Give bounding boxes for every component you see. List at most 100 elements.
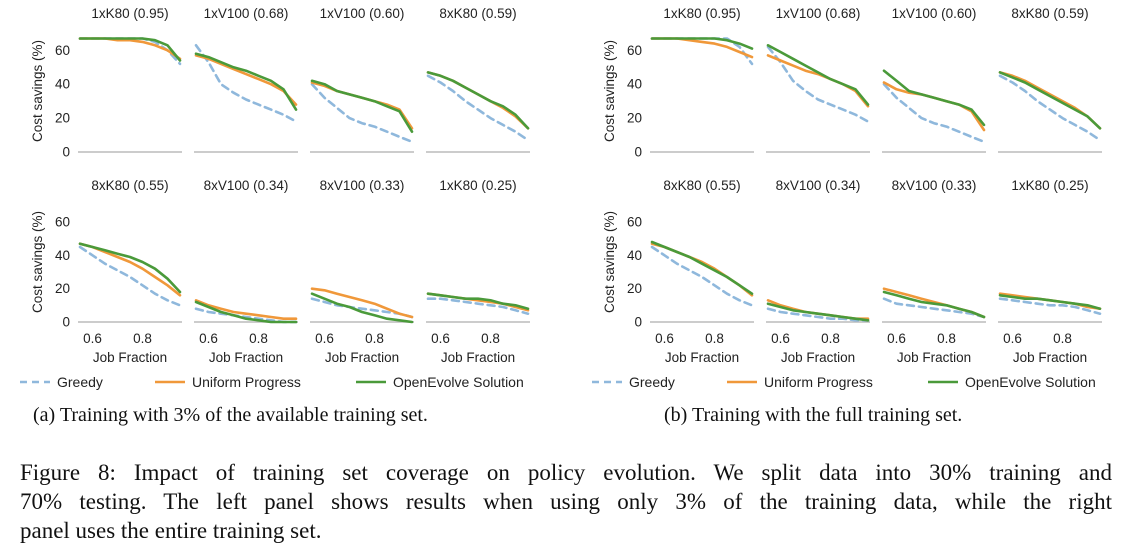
subplot-b-7: 8xV100 (0.33) 0.6 0.8 Job Fraction — [882, 178, 986, 365]
x-tick-label: 0.8 — [1053, 331, 1072, 346]
x-tick-label: 0.8 — [705, 331, 724, 346]
series-uniform-progress — [78, 37, 182, 61]
series-openevolve-solution — [426, 71, 530, 130]
x-tick-label: 0.8 — [937, 331, 956, 346]
subplot-a-5: 8xK80 (0.55) 0 20 40 60 Cost savings (%) 0.6 0.… — [30, 178, 182, 365]
subplot-title: 1xK80 (0.25) — [1011, 178, 1088, 193]
subplot-title: 8xK80 (0.59) — [439, 6, 516, 21]
x-axis-label: Job Fraction — [781, 350, 855, 365]
legend-label-openevolve-solution: OpenEvolve Solution — [965, 374, 1096, 390]
legend-label-uniform-progress: Uniform Progress — [192, 374, 301, 390]
series-uniform-progress — [194, 54, 298, 106]
x-axis-label: Job Fraction — [93, 350, 167, 365]
x-axis-label: Job Fraction — [1013, 350, 1087, 365]
series-greedy — [766, 45, 870, 123]
series-greedy — [426, 74, 530, 142]
subplot-title: 1xV100 (0.68) — [204, 6, 289, 21]
series-greedy — [78, 245, 182, 307]
y-tick-label: 0 — [634, 145, 642, 160]
series-openevolve-solution — [310, 79, 414, 133]
panel-b: 1xK80 (0.95) 0 20 40 60 Cost savings (%) 1xV10… — [592, 6, 1102, 390]
series-greedy — [998, 74, 1102, 142]
series-greedy — [426, 297, 530, 316]
subplot-title: 8xK80 (0.55) — [663, 178, 740, 193]
subplot-b-5: 8xK80 (0.55) 0 20 40 60 Cost savings (%) 0.6 0.… — [602, 178, 754, 365]
series-openevolve-solution — [194, 52, 298, 111]
figure-charts: 1xK80 (0.95) 0 20 40 60 Cost savings (%) 1xV10… — [20, 6, 1102, 390]
y-axis-label: Cost savings (%) — [30, 40, 45, 142]
subplot-title: 8xV100 (0.33) — [892, 178, 977, 193]
figure-caption-line-1: Figure 8: Impact of training set coverag… — [20, 460, 1112, 485]
series-openevolve-solution — [766, 43, 870, 106]
y-axis-label: Cost savings (%) — [602, 40, 617, 142]
y-tick-label: 0 — [62, 315, 70, 330]
series-openevolve-solution — [78, 37, 182, 62]
series-openevolve-solution — [310, 292, 414, 324]
y-tick-label: 60 — [55, 215, 70, 230]
y-tick-label: 40 — [627, 77, 642, 92]
y-axis-label: Cost savings (%) — [30, 211, 45, 313]
series-greedy — [194, 43, 298, 123]
y-tick-label: 40 — [55, 77, 70, 92]
series-uniform-progress — [650, 242, 754, 297]
series-greedy — [78, 37, 182, 66]
x-tick-label: 0.8 — [249, 331, 268, 346]
subplot-b-8: 1xK80 (0.25) 0.6 0.8 Job Fraction — [998, 178, 1102, 365]
series-uniform-progress — [310, 81, 414, 130]
y-tick-label: 20 — [55, 111, 70, 126]
subplot-title: 1xK80 (0.25) — [439, 178, 516, 193]
y-tick-label: 0 — [634, 315, 642, 330]
panel-a: 1xK80 (0.95) 0 20 40 60 Cost savings (%) 1xV10… — [20, 6, 530, 390]
series-openevolve-solution — [78, 242, 182, 294]
x-tick-label: 0.6 — [83, 331, 102, 346]
x-axis-label: Job Fraction — [209, 350, 283, 365]
subplot-b-2: 1xV100 (0.68) — [766, 6, 870, 153]
series-openevolve-solution — [194, 300, 298, 324]
figure-caption-line-3: panel uses the entire training set. — [20, 518, 322, 543]
x-axis-label: Job Fraction — [897, 350, 971, 365]
subplot-title: 8xV100 (0.34) — [776, 178, 861, 193]
subplot-a-3: 1xV100 (0.60) — [310, 6, 414, 153]
figure-caption: Figure 8: Impact of training set coverag… — [20, 458, 1112, 545]
y-tick-label: 0 — [62, 145, 70, 160]
series-uniform-progress — [194, 298, 298, 321]
series-greedy — [650, 245, 754, 307]
series-greedy — [998, 297, 1102, 316]
x-tick-label: 0.6 — [771, 331, 790, 346]
y-tick-label: 20 — [627, 111, 642, 126]
subplot-a-8: 1xK80 (0.25) 0.6 0.8 Job Fraction — [426, 178, 530, 365]
series-openevolve-solution — [882, 69, 986, 127]
legend-label-uniform-progress: Uniform Progress — [764, 374, 873, 390]
series-uniform-progress — [78, 242, 182, 297]
subplot-title: 1xK80 (0.95) — [91, 6, 168, 21]
x-tick-label: 0.8 — [821, 331, 840, 346]
subplot-title: 1xV100 (0.60) — [892, 6, 977, 21]
x-tick-label: 0.6 — [655, 331, 674, 346]
legend-label-greedy: Greedy — [629, 374, 675, 390]
subplot-title: 1xK80 (0.95) — [663, 6, 740, 21]
y-tick-label: 40 — [55, 248, 70, 263]
figure-caption-line-2: 70% testing. The left panel shows result… — [20, 489, 1112, 514]
y-tick-label: 60 — [627, 215, 642, 230]
x-tick-label: 0.6 — [887, 331, 906, 346]
subplot-b-4: 8xK80 (0.59) — [998, 6, 1102, 153]
series-openevolve-solution — [426, 292, 530, 311]
y-tick-label: 20 — [55, 281, 70, 296]
x-tick-label: 0.6 — [1003, 331, 1022, 346]
legend-a: Greedy Uniform Progress OpenEvolve Solutio… — [20, 374, 524, 390]
x-axis-label: Job Fraction — [325, 350, 399, 365]
subplot-a-4: 8xK80 (0.59) — [426, 6, 530, 153]
subplot-a-1: 1xK80 (0.95) 0 20 40 60 Cost savings (%) — [30, 6, 182, 160]
x-tick-label: 0.8 — [133, 331, 152, 346]
subplot-b-6: 8xV100 (0.34) 0.6 0.8 Job Fraction — [766, 178, 870, 365]
series-openevolve-solution — [882, 290, 986, 319]
panel-a-caption: (a) Training with 3% of the available tr… — [33, 404, 428, 426]
y-tick-label: 60 — [627, 43, 642, 58]
subplot-title: 1xV100 (0.60) — [320, 6, 405, 21]
series-greedy — [882, 297, 986, 319]
x-tick-label: 0.6 — [431, 331, 450, 346]
series-openevolve-solution — [650, 37, 754, 50]
subplot-title: 8xK80 (0.59) — [1011, 6, 1088, 21]
panel-b-caption: (b) Training with the full training set. — [664, 404, 963, 426]
series-uniform-progress — [310, 287, 414, 319]
